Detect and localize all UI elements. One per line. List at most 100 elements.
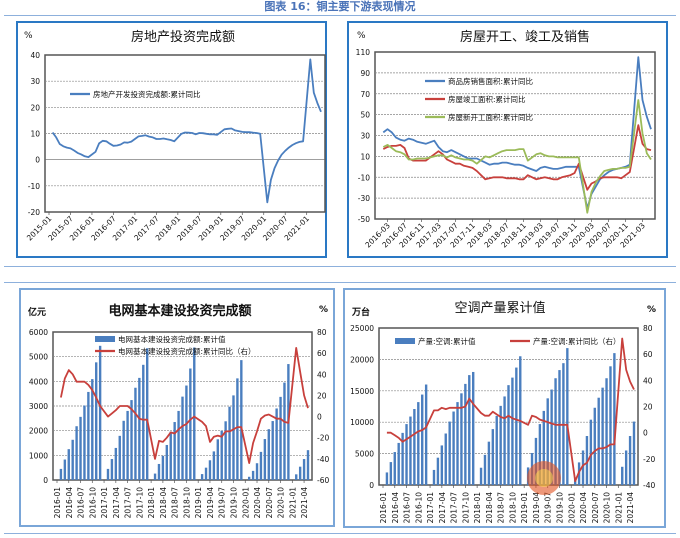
bar xyxy=(468,375,471,485)
bar xyxy=(628,436,632,485)
bar xyxy=(251,470,255,480)
bar xyxy=(142,364,145,480)
bar xyxy=(95,362,98,480)
bar xyxy=(106,468,110,480)
x-tick-label: 2016-04 xyxy=(391,492,400,524)
legend-swatch xyxy=(95,336,115,342)
x-tick-label: 2017-01 xyxy=(426,492,435,524)
bar xyxy=(589,419,593,485)
x-tick-label: 2019-07 xyxy=(544,492,553,524)
bar xyxy=(421,394,424,485)
bar xyxy=(216,439,219,480)
legend-label: 房屋新开工面积:累计同比 xyxy=(448,112,534,122)
bar xyxy=(271,421,274,480)
watermark-logo xyxy=(527,461,561,495)
bar xyxy=(267,429,270,480)
y-tick-label-right: -40 xyxy=(317,455,329,464)
x-tick-label: 2016-01 xyxy=(379,492,388,524)
bar xyxy=(181,396,184,480)
x-tick-label: 2018-04 xyxy=(485,492,494,524)
x-tick-label: 2018-07 xyxy=(497,492,506,524)
y-tick-label: 0 xyxy=(369,481,374,490)
x-tick-label: 2016-10 xyxy=(414,492,423,524)
bar xyxy=(460,393,463,485)
bar xyxy=(479,467,483,485)
x-tick-label: 2017-07 xyxy=(450,492,459,524)
bar xyxy=(212,451,216,480)
y-tick-label-right: 20 xyxy=(643,403,653,412)
y-tick-label-right: -20 xyxy=(643,455,655,464)
divider xyxy=(4,282,676,283)
bar xyxy=(566,348,569,485)
y-tick-label: 10 xyxy=(360,152,370,161)
bar xyxy=(621,466,624,485)
y-tick-label-right: 40 xyxy=(317,370,327,379)
bar xyxy=(275,408,278,480)
bar xyxy=(624,450,628,485)
bar xyxy=(417,402,420,485)
x-tick-label: 2019-10 xyxy=(555,492,564,524)
bar xyxy=(255,463,259,480)
bar xyxy=(495,415,498,485)
x-tick-label: 2019-10 xyxy=(229,487,238,519)
bar xyxy=(389,462,393,485)
x-tick-label: 2018-01 xyxy=(147,487,156,519)
bar xyxy=(91,379,94,480)
bar xyxy=(613,353,616,485)
chart-title: 空调产量累计值 xyxy=(454,301,546,316)
x-tick-label: 2020-07 xyxy=(265,487,274,519)
bar xyxy=(456,402,459,485)
x-tick-label: 2019-04 xyxy=(532,492,541,524)
x-tick-label: 2017-04 xyxy=(438,492,447,524)
panel-real-estate-investment xyxy=(16,21,327,258)
x-tick-label: 2020-07 xyxy=(591,492,600,524)
y-tick-label-right: 60 xyxy=(317,349,327,358)
y-tick-label-right: -20 xyxy=(317,434,329,443)
bar xyxy=(165,444,169,480)
divider xyxy=(4,15,676,16)
y-tick-label: 10 xyxy=(30,130,40,139)
y-tick-label: -30 xyxy=(358,194,370,203)
bar xyxy=(432,469,436,485)
bar xyxy=(283,382,286,480)
bar xyxy=(593,407,596,485)
bar xyxy=(385,472,389,485)
bar xyxy=(405,424,408,485)
y-tick-label: -10 xyxy=(358,173,370,182)
bar xyxy=(546,398,549,485)
bar xyxy=(118,435,121,480)
y-tick-label: -10 xyxy=(28,182,40,191)
y-axis-unit: % xyxy=(357,31,366,41)
bar xyxy=(228,406,231,480)
chart-title: 电网基本建设投资完成额 xyxy=(108,304,252,319)
bar xyxy=(515,367,518,485)
bar xyxy=(464,383,467,485)
bar xyxy=(67,449,70,480)
bar xyxy=(511,377,514,485)
bar xyxy=(503,396,506,485)
bar xyxy=(393,452,396,485)
x-tick-label: 2017-04 xyxy=(112,487,121,519)
bar xyxy=(247,476,251,480)
bar xyxy=(491,429,495,485)
y-tick-label: 20000 xyxy=(350,355,374,364)
bar xyxy=(208,460,212,480)
y-tick-label: 70 xyxy=(360,90,370,99)
series-line xyxy=(382,56,652,210)
bar xyxy=(542,410,545,485)
bar xyxy=(204,467,208,480)
x-tick-label: 2016-04 xyxy=(65,487,74,519)
y-tick-label-right: 60 xyxy=(643,350,653,359)
y-tick-label: -50 xyxy=(358,215,370,224)
x-tick-label: 2018-04 xyxy=(159,487,168,519)
bar xyxy=(507,385,510,485)
bar xyxy=(224,421,227,480)
bar xyxy=(534,437,538,485)
legend-label: 产量:空调:累计同比（右） xyxy=(533,336,621,346)
bar xyxy=(200,474,204,480)
bar xyxy=(558,370,561,485)
y-tick-label: 90 xyxy=(360,69,370,78)
y-tick-label: 1000 xyxy=(29,451,48,460)
y-tick-label-right: 40 xyxy=(643,376,653,385)
